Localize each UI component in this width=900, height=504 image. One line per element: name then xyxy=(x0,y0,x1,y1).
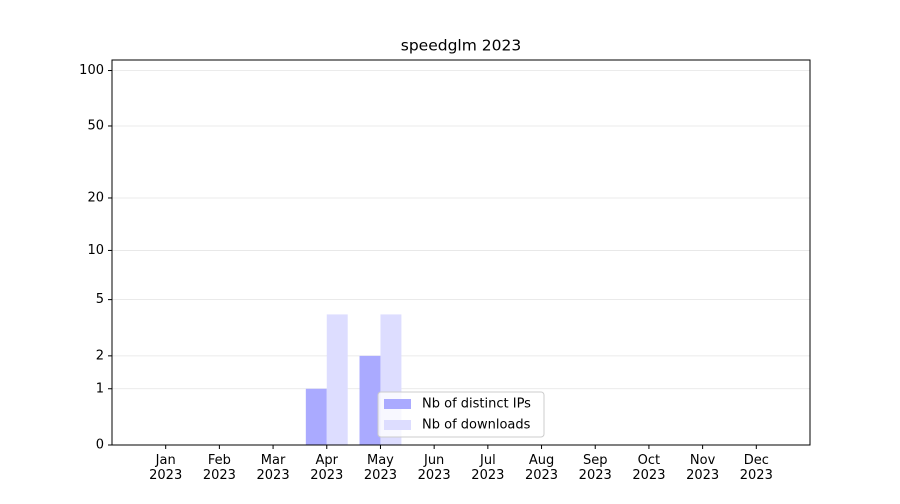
x-tick-label: Jun 2023 xyxy=(417,453,451,483)
plot-frame xyxy=(111,59,811,446)
legend: Nb of distinct IPs Nb of downloads xyxy=(377,391,545,438)
bar xyxy=(326,314,348,445)
x-tick-label: May 2023 xyxy=(363,453,397,483)
x-tick-label: Dec 2023 xyxy=(739,453,773,483)
bar xyxy=(305,388,327,445)
chart-title: speedglm 2023 xyxy=(401,37,521,55)
x-tick-label: Sep 2023 xyxy=(578,453,612,483)
legend-swatch xyxy=(384,399,411,409)
y-tick-label: 5 xyxy=(96,292,104,307)
x-tick-label: Jan 2023 xyxy=(149,453,183,483)
legend-box xyxy=(377,391,545,438)
x-tick-label: Mar 2023 xyxy=(256,453,290,483)
x-tick-label: Apr 2023 xyxy=(310,453,344,483)
y-tick-label: 2 xyxy=(96,348,104,363)
y-tick-label: 20 xyxy=(87,190,104,205)
y-tick-label: 100 xyxy=(79,63,104,78)
y-tick-label: 10 xyxy=(87,243,104,258)
legend-label: Nb of downloads xyxy=(422,418,531,433)
x-tick-label: Jul 2023 xyxy=(471,453,505,483)
legend-label: Nb of distinct IPs xyxy=(422,397,531,412)
y-tick-label: 0 xyxy=(96,438,104,453)
grid xyxy=(112,70,810,446)
y-tick-label: 1 xyxy=(96,381,104,396)
x-tick-label: Nov 2023 xyxy=(686,453,720,483)
legend-swatch xyxy=(384,420,411,430)
bar xyxy=(359,355,381,445)
x-tick-label: Feb 2023 xyxy=(202,453,236,483)
x-tick-label: Oct 2023 xyxy=(632,453,666,483)
y-tick-label: 50 xyxy=(87,118,104,133)
x-tick-label: Aug 2023 xyxy=(524,453,559,483)
